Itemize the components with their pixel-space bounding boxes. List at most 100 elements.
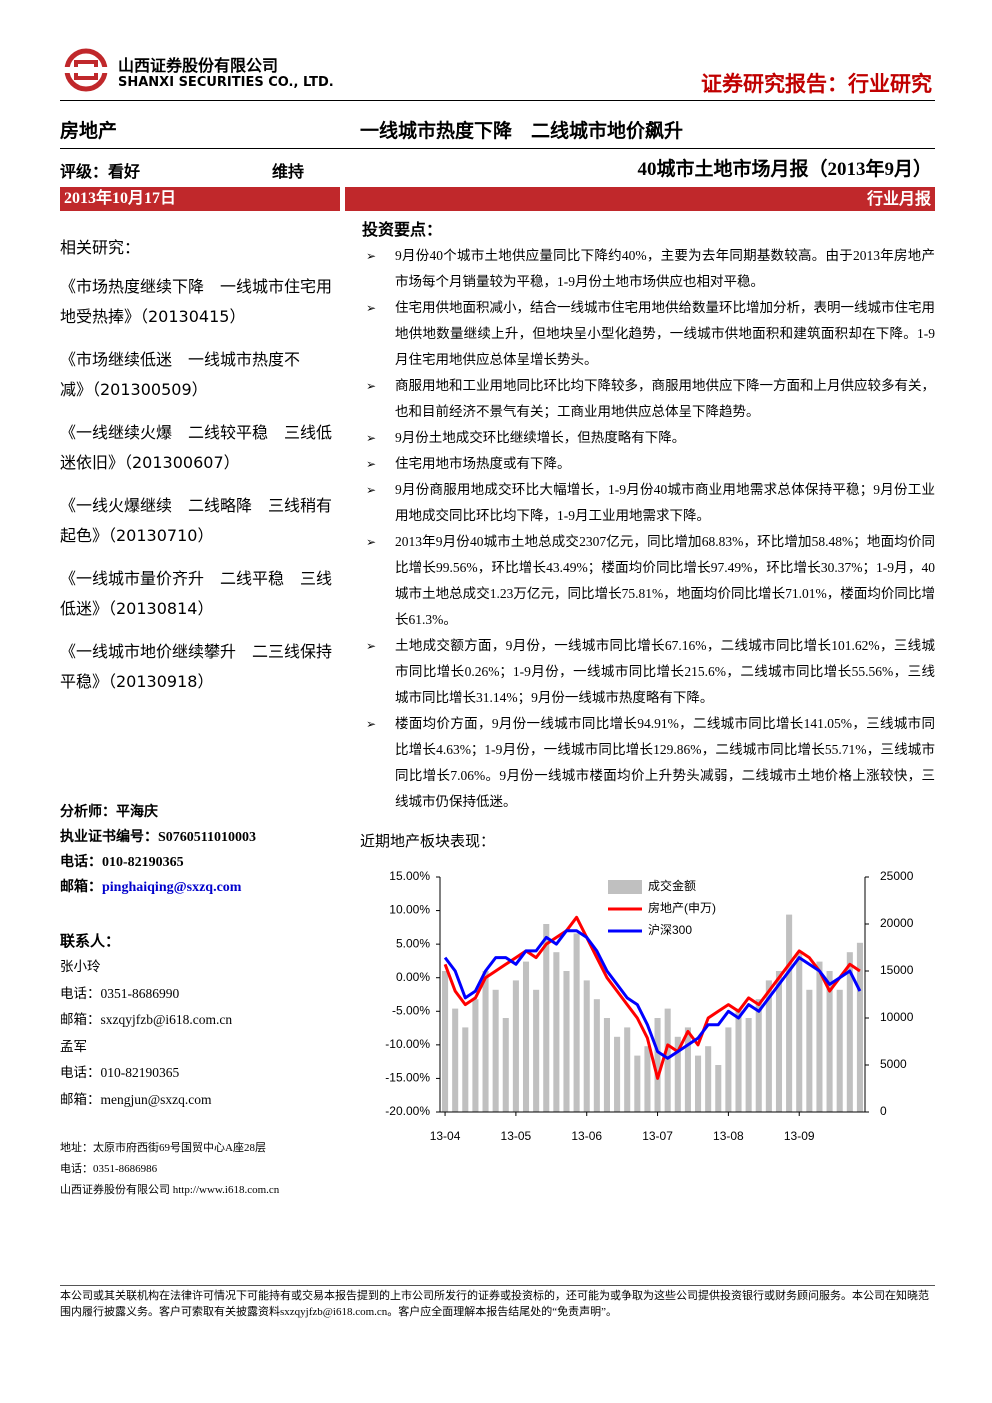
sector: 房地产 <box>60 120 118 142</box>
x-tick-label: 13-04 <box>430 1129 461 1143</box>
highlight-item: ➢ 9月份40个城市土地供应量同比下降约40%，主要为去年同期基数较高。由于201… <box>360 243 935 295</box>
value: 010-82190365 <box>102 855 184 870</box>
subtitle: 40城市土地市场月报（2013年9月） <box>637 159 932 180</box>
line <box>443 915 861 1080</box>
highlight-item: ➢ 9月份土地成交环比继续增长，但热度略有下降。 <box>360 425 935 451</box>
highlight-text: 9月份40个城市土地供应量同比下降约40%，主要为去年同期基数较高。由于2013… <box>395 248 935 289</box>
related-item: 《市场热度继续下降 一线城市住宅用地受热捧》（20130415） <box>60 277 333 326</box>
bar <box>522 961 530 1112</box>
related-item: 《市场继续低迷 一线城市热度不减》（201300509） <box>60 350 301 399</box>
contact-line: 邮箱：sxzqyjfzb@i618.com.cn <box>60 1012 233 1027</box>
related-list: 《市场热度继续下降 一线城市住宅用地受热捧》（20130415） 《市场继续低迷 … <box>60 272 332 710</box>
y2-tick-label: 0 <box>880 1104 887 1118</box>
y-tick-label: -20.00% <box>385 1104 430 1118</box>
disclaimer: 本公司或其关联机构在法律许可情况下可能持有或交易本报告提到的上市公司所发行的证券… <box>60 1290 929 1318</box>
highlight-text: 楼面均价方面，9月份一线城市同比增长94.91%，二线城市同比增长141.05%… <box>395 716 935 809</box>
analyst: 分析师：平海庆执业证书编号：S0760511010003 电话：010-82190… <box>60 800 256 900</box>
bar <box>705 1046 712 1112</box>
y-tick-label: -10.00% <box>385 1037 430 1051</box>
related-item: 《一线城市量价齐升 二线平稳 三线低迷》（20130814） <box>60 569 333 618</box>
related-item: 《一线继续火爆 二线较平稳 三线低迷依旧》（201300607） <box>60 423 333 472</box>
bar <box>695 1055 702 1112</box>
bar <box>583 980 590 1112</box>
bar <box>644 1046 651 1112</box>
chart: -20.00% -15.00% -10.00% -5.00% 0.00% 5.00% 10.… <box>385 869 914 1143</box>
highlights-title: 投资要点： <box>362 220 443 239</box>
bar <box>826 971 833 1112</box>
bar <box>553 952 560 1112</box>
contacts: 张小玲电话：0351-8686990 邮箱：sxzqyjfzb@i618.com.… <box>60 954 232 1113</box>
bullet: ➢ <box>366 457 377 471</box>
y-tick-label: 10.00% <box>389 903 430 917</box>
highlight-item: ➢ 住宅用地市场热度或有下降。 <box>360 451 935 477</box>
highlight-text: 住宅用地市场热度或有下降。 <box>395 456 571 471</box>
date: 2013年10月17日 <box>60 187 340 211</box>
x-tick-label: 13-09 <box>784 1129 815 1143</box>
bar <box>563 971 570 1112</box>
bar <box>573 933 580 1112</box>
bar <box>634 1055 641 1112</box>
highlight-text: 2013年9月份40城市土地总成交2307亿元，同比增加68.83%，环比增加5… <box>395 534 935 627</box>
analyst-line: 邮箱：pinghaiqing@sxzq.com <box>60 875 256 900</box>
highlight-item: ➢ 9月份商服用地成交环比大幅增长，1-9月份40城市商业用地需求总体保持平稳；9… <box>360 477 935 529</box>
bar <box>836 989 843 1112</box>
highlights: ➢ 9月份40个城市土地供应量同比下降约40%，主要为去年同期基数较高。由于201… <box>360 243 935 815</box>
line <box>443 929 862 1060</box>
rating-action: 维持 <box>272 162 305 181</box>
rule <box>60 148 935 149</box>
y2-tick-label: 25000 <box>880 869 914 883</box>
analyst-line: 电话：010-82190365 <box>60 850 256 875</box>
contacts-title: 联系人： <box>60 932 121 950</box>
bar <box>806 989 813 1112</box>
legend-label: 成交金额 <box>648 878 696 893</box>
x-tick-label: 13-05 <box>501 1129 532 1143</box>
highlight-item: ➢ 楼面均价方面，9月份一线城市同比增长94.91%，二线城市同比增长141.05… <box>360 711 935 815</box>
related-title: 相关研究： <box>60 238 141 257</box>
highlight-item: ➢ 住宅用供地面积减小，结合一线城市住宅用地供给数量环比增加分析，表明一线城市住宅… <box>360 295 935 373</box>
address-line: 电话：0351-8686986 <box>60 1163 158 1175</box>
highlight-text: 商服用地和工业用地同比环比均下降较多，商服用地供应下降一方面和上月供应较多有关，… <box>395 378 935 419</box>
label: 执业证书编号： <box>60 829 158 845</box>
bar <box>856 942 863 1112</box>
bar <box>684 1027 691 1112</box>
header-rule <box>60 100 935 101</box>
bullet: ➢ <box>366 717 377 731</box>
highlight-item: ➢ 2013年9月份40城市土地总成交2307亿元，同比增加68.83%，环比增加… <box>360 529 935 633</box>
bar <box>442 971 449 1112</box>
bar <box>614 1036 621 1112</box>
value: pinghaiqing@sxzq.com <box>102 880 242 895</box>
rating: 评级：看好 <box>60 162 141 181</box>
label: 邮箱： <box>60 879 102 895</box>
legend-swatch <box>608 880 642 894</box>
y2-tick-label: 15000 <box>880 963 914 977</box>
value: S0760511010003 <box>158 830 257 845</box>
analyst-line: 分析师：平海庆 <box>60 800 256 825</box>
contact-line: 邮箱：mengjun@sxzq.com <box>60 1091 212 1107</box>
bullet: ➢ <box>366 639 377 653</box>
bar <box>735 1008 742 1112</box>
y-tick-label: 5.00% <box>396 936 430 950</box>
address: 地址：太原市府西街69号国贸中心A座28层 电话：0351-8686986 山西证券… <box>60 1138 279 1201</box>
bar <box>745 1018 752 1112</box>
contact-line: 张小玲 <box>60 959 101 974</box>
bullet: ➢ <box>366 431 377 445</box>
company-cn: 山西证券股份有限公司 <box>118 56 279 75</box>
contact-line: 电话：0351-8686990 <box>60 985 180 1001</box>
bar <box>502 1018 509 1112</box>
bar <box>543 924 550 1112</box>
bullet: ➢ <box>366 483 377 497</box>
y2-tick-label: 10000 <box>880 1010 914 1024</box>
bar <box>492 989 499 1112</box>
bullet: ➢ <box>366 535 377 549</box>
report-type: 证券研究报告：行业研究 <box>701 72 932 96</box>
highlight-text: 土地成交额方面，9月份，一线城市同比增长67.16%，二线城市同比增长101.6… <box>395 638 935 705</box>
bullet: ➢ <box>366 249 377 263</box>
footer-rule <box>60 1285 935 1286</box>
chart-caption: 近期地产板块表现： <box>360 832 496 850</box>
value: 平海庆 <box>116 805 158 820</box>
contact-line: 电话：010-82190365 <box>60 1065 180 1080</box>
bar <box>624 1027 631 1112</box>
bar <box>654 1018 661 1112</box>
bar <box>755 999 762 1112</box>
